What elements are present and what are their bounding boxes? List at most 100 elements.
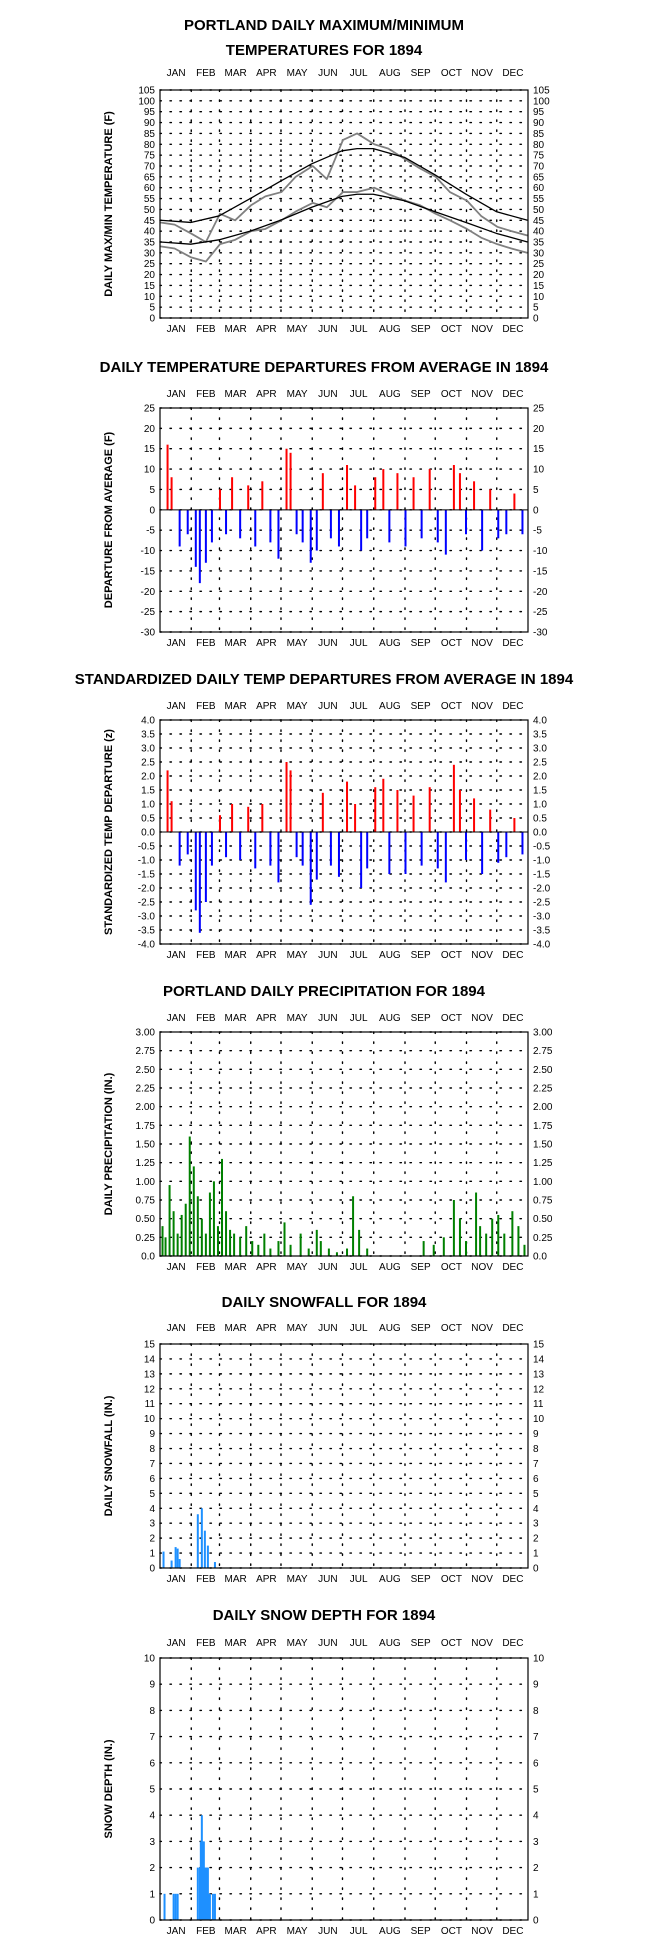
month-label: AUG [379, 1013, 401, 1024]
bar [352, 1196, 355, 1256]
bar [198, 832, 201, 933]
month-label: AUG [379, 1638, 401, 1649]
tick-label: 12 [144, 1384, 156, 1395]
month-label: SEP [411, 638, 431, 649]
bar [458, 790, 461, 832]
tick-label: -25 [141, 607, 156, 618]
bar [162, 1551, 165, 1568]
month-label: JAN [167, 1323, 186, 1334]
y-axis-label: SNOW DEPTH (IN.) [103, 1739, 115, 1838]
month-label: JUN [318, 1574, 337, 1585]
tick-label: 5 [533, 485, 539, 496]
tick-label: 95 [533, 107, 545, 118]
month-label: JUL [350, 638, 368, 649]
bar [388, 509, 391, 543]
tick-label: 65 [533, 172, 545, 183]
bar [247, 485, 250, 510]
bar [473, 481, 476, 510]
plot-frame [159, 1657, 529, 1921]
tick-label: 10 [144, 465, 156, 476]
tick-label: 1.5 [533, 786, 547, 797]
bar [432, 1244, 435, 1256]
bar [233, 1233, 236, 1256]
tick-label: 0.5 [533, 814, 547, 825]
bar [198, 509, 201, 584]
month-label: SEP [411, 68, 431, 79]
tick-label: -1.0 [533, 856, 551, 867]
bar [174, 1547, 177, 1568]
month-label: JUL [350, 1638, 368, 1649]
month-label: FEB [196, 389, 216, 400]
month-label: AUG [379, 950, 401, 961]
bar [176, 1233, 179, 1256]
bar [497, 1214, 500, 1256]
bar [329, 509, 332, 539]
tick-label: 6 [149, 1758, 155, 1769]
month-label: AUG [379, 68, 401, 79]
tick-label: 60 [144, 183, 156, 194]
tick-label: 85 [144, 129, 156, 140]
month-label: SEP [411, 1638, 431, 1649]
tick-label: 95 [144, 107, 156, 118]
bar [521, 832, 524, 855]
month-label: JUN [318, 324, 337, 335]
month-label: APR [256, 638, 277, 649]
tick-label: 9 [149, 1429, 155, 1440]
tick-label: 3 [533, 1837, 539, 1848]
bar [174, 1893, 177, 1920]
tick-label: -5 [533, 526, 542, 537]
month-label: DEC [502, 68, 523, 79]
tick-label: 4 [149, 1811, 155, 1822]
tick-label: 4 [149, 1504, 155, 1515]
bar [458, 1218, 461, 1256]
month-label: MAY [287, 1262, 308, 1273]
month-label: MAY [287, 1926, 308, 1937]
bar [206, 1867, 209, 1920]
y-axis-label: DAILY PRECIPITATION (IN.) [103, 1072, 115, 1215]
tick-label: 10 [533, 1414, 545, 1425]
month-label: FEB [196, 324, 216, 335]
tick-label: 1.25 [136, 1158, 156, 1169]
bar [166, 444, 169, 510]
month-label: APR [256, 68, 277, 79]
tick-label: 5 [149, 1785, 155, 1796]
y-axis-label: DAILY MAX/MIN TEMPERATURE (F) [103, 111, 115, 297]
bar [337, 832, 340, 877]
tick-label: 7 [533, 1459, 539, 1470]
month-label: APR [256, 1574, 277, 1585]
tick-label: 9 [533, 1680, 539, 1691]
month-label: SEP [411, 950, 431, 961]
tick-label: 2.25 [533, 1084, 553, 1095]
tick-label: 5 [149, 303, 155, 314]
bar [309, 832, 312, 905]
month-label: JUN [318, 1638, 337, 1649]
month-label: MAR [224, 1323, 246, 1334]
month-label: APR [256, 1323, 277, 1334]
tick-label: 9 [533, 1429, 539, 1440]
month-label: OCT [441, 701, 462, 712]
tick-label: 2.25 [136, 1084, 156, 1095]
tick-label: 0.0 [533, 1252, 547, 1263]
tick-label: 1.50 [533, 1140, 553, 1151]
bar [180, 1214, 183, 1256]
month-label: NOV [471, 1574, 493, 1585]
month-label: SEP [411, 1013, 431, 1024]
bar [211, 1893, 214, 1920]
bar [489, 489, 492, 510]
bar [374, 787, 377, 832]
chart-standardized: STANDARDIZED DAILY TEMP DEPARTURES FROM … [75, 671, 574, 961]
bar [388, 832, 391, 874]
month-label: FEB [196, 1638, 216, 1649]
bar [481, 832, 484, 874]
tick-label: 7 [149, 1459, 155, 1470]
month-label: NOV [471, 1638, 493, 1649]
month-label: APR [256, 1013, 277, 1024]
bar [523, 1244, 526, 1256]
bar [208, 1893, 211, 1920]
tick-label: 1.50 [136, 1140, 156, 1151]
bar [295, 509, 298, 535]
tick-label: 80 [533, 140, 545, 151]
month-label: SEP [411, 1262, 431, 1273]
month-label: AUG [379, 1926, 401, 1937]
